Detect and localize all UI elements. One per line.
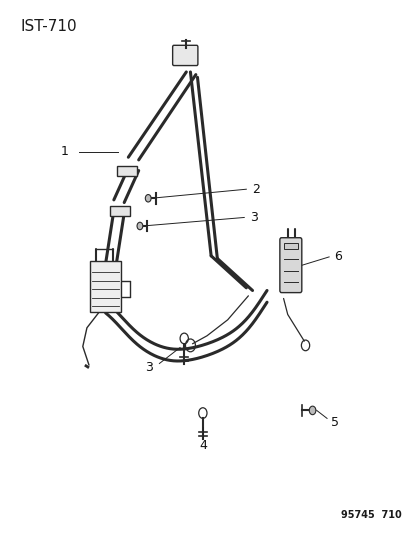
Circle shape bbox=[309, 406, 315, 415]
Bar bbox=[283, 243, 297, 249]
FancyBboxPatch shape bbox=[279, 238, 301, 293]
Text: 4: 4 bbox=[198, 439, 206, 451]
Bar bbox=[90, 261, 121, 312]
Text: 2: 2 bbox=[252, 183, 260, 196]
Text: 5: 5 bbox=[330, 416, 338, 429]
Circle shape bbox=[137, 222, 142, 230]
Bar bbox=[110, 206, 130, 216]
Bar bbox=[117, 166, 137, 176]
Text: 6: 6 bbox=[334, 251, 342, 263]
Circle shape bbox=[145, 195, 151, 202]
Text: 1: 1 bbox=[60, 146, 68, 158]
FancyBboxPatch shape bbox=[172, 45, 197, 66]
Text: IST-710: IST-710 bbox=[21, 19, 77, 34]
Text: 3: 3 bbox=[145, 361, 153, 374]
Text: 3: 3 bbox=[250, 211, 258, 224]
Text: 95745  710: 95745 710 bbox=[340, 510, 401, 520]
